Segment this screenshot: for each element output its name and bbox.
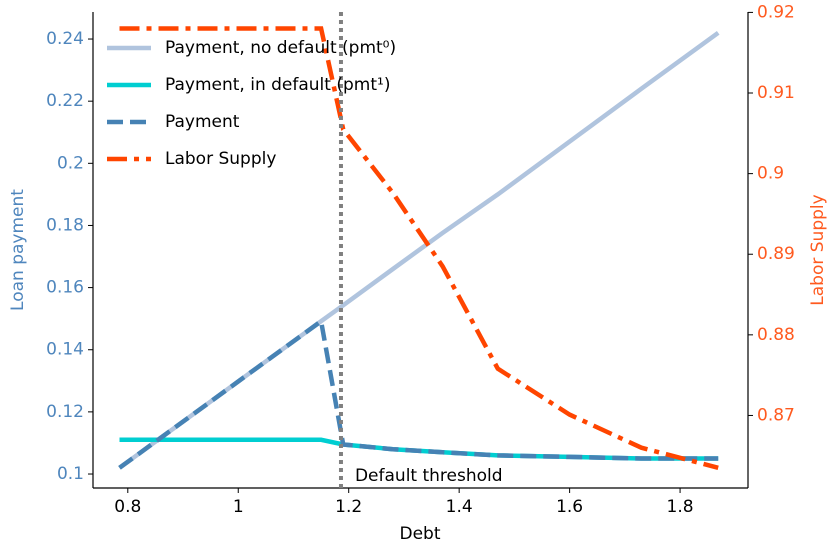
x-axis-label: Debt — [399, 524, 440, 544]
x-tick-label: 1.4 — [446, 497, 473, 517]
x-tick-label: 1.2 — [335, 497, 362, 517]
legend-label: Payment — [165, 112, 240, 132]
y-tick-label: 0.22 — [46, 91, 84, 111]
x-tick-label: 1.8 — [667, 497, 694, 517]
y2-tick-label: 0.87 — [757, 405, 795, 425]
y2-tick-label: 0.91 — [757, 83, 795, 103]
y-tick-label: 0.2 — [57, 153, 84, 173]
y-tick-label: 0.18 — [46, 215, 84, 235]
y-tick-label: 0.1 — [57, 464, 84, 484]
y-tick-label: 0.14 — [46, 340, 84, 360]
threshold-label: Default threshold — [355, 466, 503, 486]
x-tick-label: 1 — [233, 497, 244, 517]
y-tick-label: 0.12 — [46, 402, 84, 422]
y-axis-label: Loan payment — [8, 189, 28, 311]
series-line — [118, 30, 720, 470]
series-line — [119, 26, 719, 470]
x-tick-label: 0.8 — [114, 497, 141, 517]
y-tick-label: 0.24 — [46, 29, 84, 49]
y-tick-label: 0.16 — [46, 278, 84, 298]
series-line — [118, 317, 719, 470]
legend-label: Labor Supply — [165, 149, 276, 169]
y2-axis-label: Labor Supply — [808, 194, 828, 305]
legend-label: Payment, no default (pmt⁰) — [165, 38, 396, 58]
y2-tick-label: 0.9 — [757, 164, 784, 184]
y2-tick-label: 0.89 — [757, 244, 795, 264]
x-tick-label: 1.6 — [556, 497, 583, 517]
legend-label: Payment, in default (pmt¹) — [165, 75, 390, 95]
y2-tick-label: 0.92 — [757, 2, 795, 22]
y2-tick-label: 0.88 — [757, 325, 795, 345]
